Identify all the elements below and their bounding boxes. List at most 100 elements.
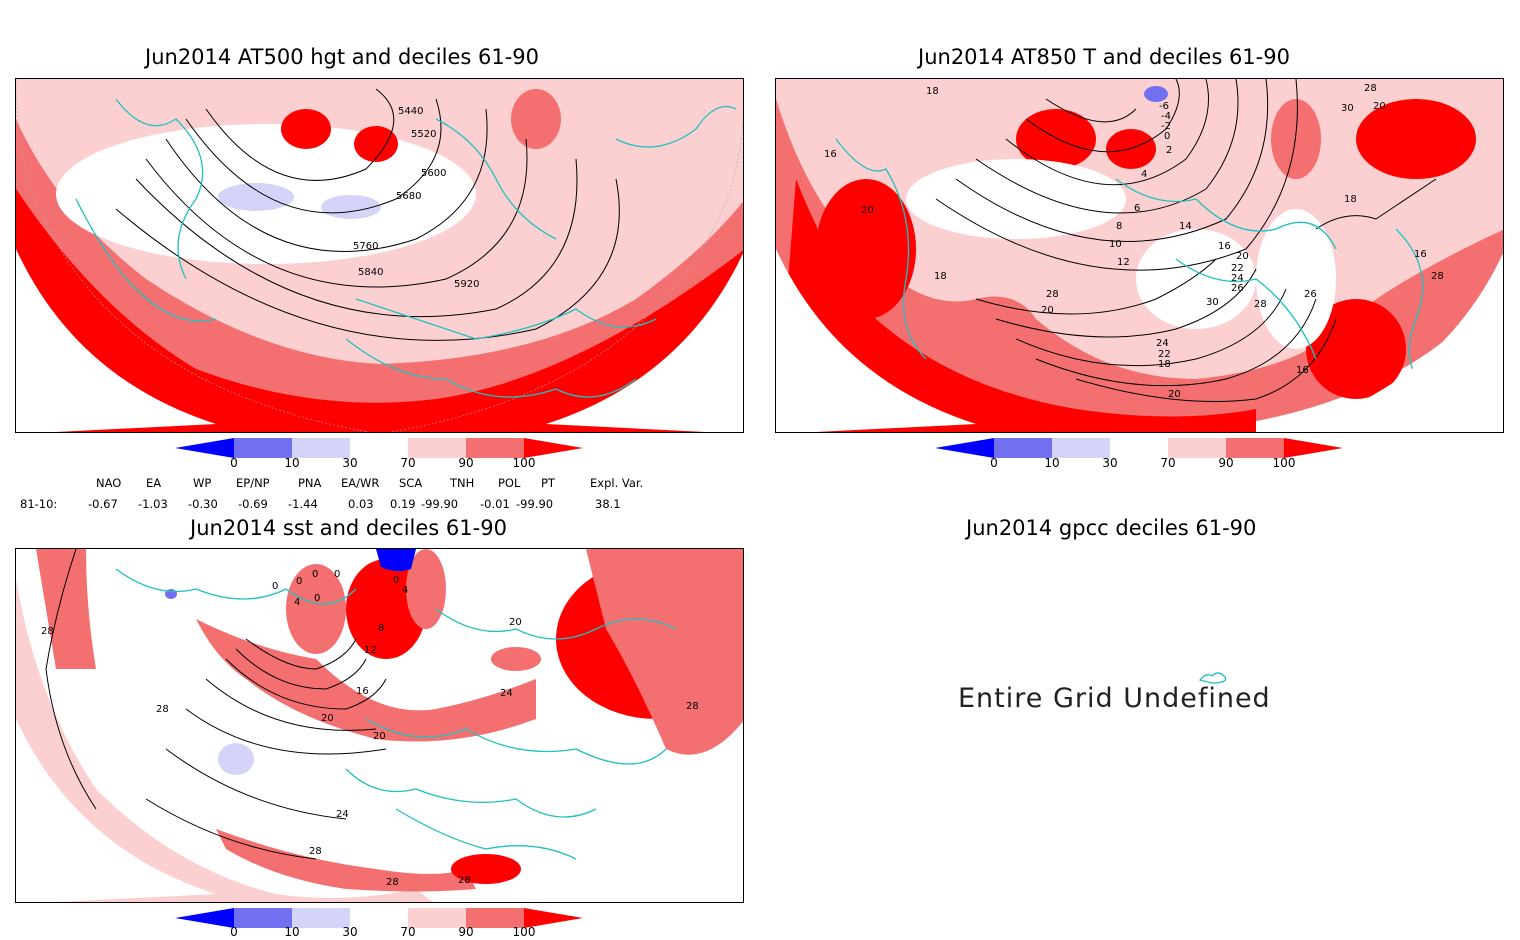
colorbar-tick: 10 — [1044, 456, 1060, 470]
colorbar-tick: 0 — [230, 456, 238, 470]
contour-label-hgt: 5760 — [353, 241, 378, 252]
contour-label-t850: 16 — [824, 149, 837, 160]
tele-value: -99.90 — [516, 497, 554, 511]
contour-label-t850: 24 — [1156, 338, 1169, 349]
map-panel-t850: 18 16 20 18 -6 -4 -2 0 2 4 6 8 10 12 14 … — [775, 78, 1504, 433]
colorbar-tick: 0 — [990, 456, 998, 470]
tele-value: -0.30 — [188, 497, 218, 511]
contour-label-t850: 4 — [1141, 169, 1147, 180]
small-island-glyph — [1198, 672, 1227, 684]
contour-label-sst: 28 — [386, 877, 399, 888]
contour-label-sst: 0 — [296, 576, 302, 587]
tele-header: TNH — [450, 476, 475, 490]
contour-label-t850: -6 — [1159, 101, 1169, 112]
contour-label-t850: 10 — [1109, 239, 1122, 250]
contour-label-sst: 0 — [314, 593, 320, 604]
tele-value: -99.90 — [421, 497, 459, 511]
tele-header: NAO — [96, 476, 122, 490]
tele-value: -0.69 — [238, 497, 268, 511]
panel-title-sst: Jun2014 sst and deciles 61-90 — [190, 516, 507, 540]
contour-label-t850: 20 — [1168, 389, 1181, 400]
teleconnection-table: NAO EA WP EP/NP PNA EA/WR SCA TNH POL PT… — [0, 476, 760, 516]
contour-label-t850: -2 — [1161, 121, 1171, 132]
map-sst-svg: 28 28 0 0 0 0 0 0 4 4 8 12 16 20 20 24 2… — [16, 549, 743, 902]
contour-label-sst: 0 — [334, 569, 340, 580]
contour-label-t850: 16 — [1414, 249, 1427, 260]
contour-label-sst: 28 — [309, 846, 322, 857]
contour-label-t850: 18 — [926, 86, 939, 97]
contour-label-sst: 16 — [356, 686, 369, 697]
contour-label-t850: 28 — [1046, 289, 1059, 300]
contour-label-t850: 28 — [1431, 271, 1444, 282]
colorbar-tick: 90 — [1218, 456, 1234, 470]
colorbar-tick: 90 — [458, 456, 474, 470]
undefined-grid-message: Entire Grid Undefined — [958, 683, 1271, 714]
panel-title-hgt: Jun2014 AT500 hgt and deciles 61-90 — [145, 45, 540, 69]
map-panel-hgt: 5440 5520 5600 5680 5760 5840 5920 — [15, 78, 744, 433]
tele-value: -0.01 — [480, 497, 510, 511]
tele-value: 0.19 — [390, 497, 416, 511]
contour-label-t850: 28 — [1254, 299, 1267, 310]
colorbar-tick: 10 — [284, 925, 300, 939]
contour-label-t850: 26 — [1231, 283, 1244, 294]
contour-label-t850: 20 — [1236, 251, 1249, 262]
colorbar-tick: 100 — [512, 456, 536, 470]
colorbar-tick: 70 — [400, 925, 416, 939]
tele-value: -0.67 — [88, 497, 118, 511]
contour-label-sst: 28 — [41, 626, 54, 637]
contour-label-t850: 18 — [1344, 194, 1357, 205]
colorbar-tick: 70 — [1160, 456, 1176, 470]
contour-label-sst: 4 — [294, 597, 300, 608]
contour-label-t850: 16 — [1218, 241, 1231, 252]
tele-header: POL — [498, 476, 521, 490]
panel-title-t850: Jun2014 AT850 T and deciles 61-90 — [918, 45, 1290, 69]
contour-label-t850: 0 — [1164, 131, 1170, 142]
contour-label-t850: 18 — [934, 271, 947, 282]
colorbar-hgt-labels: 0 10 30 70 90 100 — [175, 456, 585, 472]
tele-header: SCA — [399, 476, 423, 490]
tele-row-label: 81-10: — [20, 497, 58, 511]
contour-label-sst: 12 — [364, 645, 377, 656]
colorbar-hgt — [175, 438, 583, 458]
contour-label-t850: 20 — [861, 205, 874, 216]
contour-label-t850: 16 — [1296, 365, 1309, 376]
contour-label-sst: 8 — [378, 623, 384, 634]
contour-label-t850: 12 — [1117, 257, 1130, 268]
contour-label-sst: 0 — [393, 575, 399, 586]
colorbar-tick: 70 — [400, 456, 416, 470]
tele-header: WP — [193, 476, 212, 490]
contour-label-sst: 0 — [272, 581, 278, 592]
contour-label-t850: 24 — [1231, 273, 1244, 284]
colorbar-tick: 30 — [342, 925, 358, 939]
contour-label-sst: 24 — [500, 688, 513, 699]
contour-label-t850: 14 — [1179, 221, 1192, 232]
colorbar-t850-labels: 0 10 30 70 90 100 — [935, 456, 1345, 472]
tele-value: -1.44 — [288, 497, 318, 511]
contour-label-sst: 24 — [336, 809, 349, 820]
contour-label-t850: 30 — [1206, 297, 1219, 308]
colorbar-tick: 30 — [1102, 456, 1118, 470]
map-panel-sst: 28 28 0 0 0 0 0 0 4 4 8 12 16 20 20 24 2… — [15, 548, 744, 903]
contour-label-sst: 28 — [686, 701, 699, 712]
contour-label-hgt: 5600 — [421, 168, 446, 179]
contour-label-hgt: 5920 — [454, 279, 479, 290]
contour-label-t850: 2 — [1166, 145, 1172, 156]
contour-label-sst: 20 — [373, 731, 386, 742]
tele-header: PT — [541, 476, 555, 490]
contour-label-hgt: 5680 — [396, 191, 421, 202]
colorbar-tick: 100 — [1272, 456, 1296, 470]
contour-label-hgt: 5840 — [358, 267, 383, 278]
map-hgt-svg: 5440 5520 5600 5680 5760 5840 5920 — [16, 79, 743, 432]
colorbar-tick: 90 — [458, 925, 474, 939]
contour-label-t850: 20 — [1373, 101, 1386, 112]
contour-label-sst: 4 — [402, 585, 408, 596]
map-t850-svg: 18 16 20 18 -6 -4 -2 0 2 4 6 8 10 12 14 … — [776, 79, 1503, 432]
contour-label-t850: 6 — [1134, 203, 1140, 214]
tele-value: -1.03 — [138, 497, 168, 511]
contour-label-t850: 22 — [1231, 263, 1244, 274]
panel-title-gpcc: Jun2014 gpcc deciles 61-90 — [966, 516, 1257, 540]
contour-label-sst: 0 — [312, 569, 318, 580]
tele-header: Expl. Var. — [590, 476, 644, 490]
contour-label-t850: 26 — [1304, 289, 1317, 300]
contour-label-t850: 20 — [1041, 305, 1054, 316]
